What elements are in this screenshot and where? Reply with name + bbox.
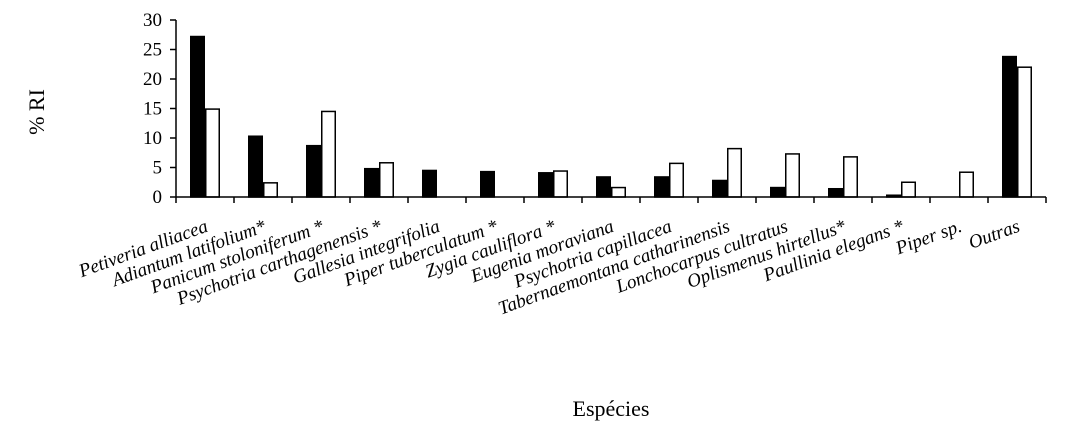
x-axis-title: Espécies: [573, 396, 650, 421]
bar-series-2-13: [959, 171, 974, 198]
bar-series-1-7: [596, 176, 611, 198]
bar-series-1-14: [1002, 55, 1017, 198]
bar-series-2-6: [553, 170, 568, 198]
y-tick-label: 15: [143, 99, 162, 120]
axes-group: [170, 19, 1047, 203]
bar-series-2-3: [379, 162, 394, 198]
y-tick-label: 25: [143, 40, 162, 61]
bars-group: [190, 35, 1032, 198]
bar-series-1-8: [654, 176, 669, 198]
bar-series-2-9: [727, 147, 742, 198]
x-tick-label: Piper sp.: [892, 216, 965, 260]
bar-series-1-10: [770, 186, 785, 198]
bar-series-2-2: [321, 110, 336, 198]
bar-series-1-9: [712, 179, 727, 198]
bar-series-1-3: [364, 167, 379, 198]
bar-series-2-8: [669, 162, 684, 198]
bar-series-1-5: [480, 170, 495, 198]
bar-series-2-11: [843, 156, 858, 198]
y-tick-label: 30: [143, 10, 162, 31]
y-tick-label: 20: [143, 69, 162, 90]
bar-series-1-6: [538, 172, 553, 198]
bar-series-2-12: [901, 181, 916, 198]
x-tick-label: Outras: [966, 216, 1023, 254]
bar-series-1-4: [422, 169, 437, 198]
y-tick-label: 0: [153, 187, 163, 208]
bar-series-1-2: [306, 144, 321, 198]
bar-series-2-10: [785, 153, 800, 198]
bar-series-1-1: [248, 135, 263, 198]
bar-series-1-11: [828, 187, 843, 198]
bar-series-2-1: [263, 182, 278, 198]
bar-series-2-7: [611, 186, 626, 198]
bar-series-2-14: [1017, 66, 1032, 198]
bar-series-1-0: [190, 35, 205, 198]
y-tick-label: 5: [153, 158, 163, 179]
bar-series-2-0: [205, 108, 220, 198]
y-axis-title: % RI: [24, 89, 49, 135]
y-tick-label: 10: [143, 128, 162, 149]
